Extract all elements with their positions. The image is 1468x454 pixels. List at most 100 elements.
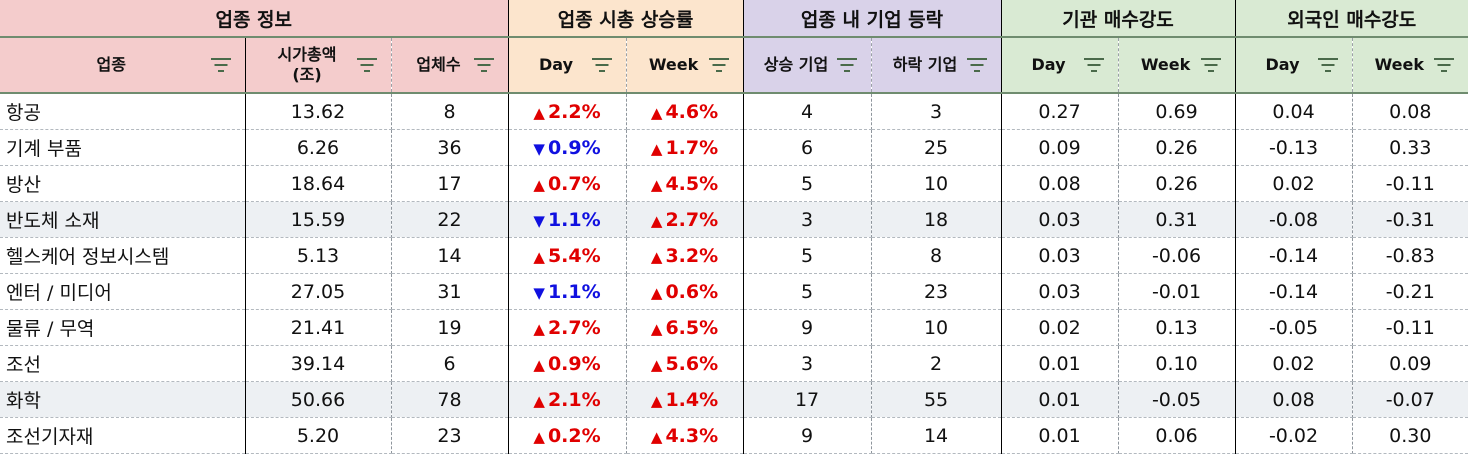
market-cap-cell: 39.14 xyxy=(245,345,392,382)
group-header-foreign: 외국인 매수강도 xyxy=(1235,0,1468,37)
column-header-count[interactable]: 업체수 xyxy=(391,36,509,94)
change-value: 1.4% xyxy=(665,388,719,411)
foreign-week-cell: -0.11 xyxy=(1352,165,1468,202)
down-companies-cell: 14 xyxy=(871,417,1002,454)
foreign-week-cell: -0.11 xyxy=(1352,309,1468,346)
filter-icon[interactable] xyxy=(1083,58,1104,72)
cap-week-change-cell: ▲ 4.5% xyxy=(626,165,744,202)
table-row[interactable]: 조선 39.14 6 ▲ 0.9% ▲ 5.6% 3 2 0.01 0.10 0.02 0.09 xyxy=(0,345,1468,382)
inst-day-cell: 0.01 xyxy=(1001,345,1119,382)
filter-icon[interactable] xyxy=(356,58,377,72)
table-row[interactable]: 기계 부품 6.26 36 ▼ 0.9% ▲ 1.7% 6 25 0.09 0.26 -0.13 0.3… xyxy=(0,129,1468,166)
filter-icon[interactable] xyxy=(1434,58,1455,72)
triangle-up-icon: ▲ xyxy=(650,283,663,302)
column-header-row: 업종 시가총액 (조) 업체수 Day Week 상승 기업 xyxy=(0,36,1468,94)
filter-icon[interactable] xyxy=(708,58,729,72)
change-value: 6.5% xyxy=(665,316,719,339)
foreign-day-cell: 0.02 xyxy=(1235,165,1353,202)
column-label: Day xyxy=(1265,55,1300,74)
inst-week-cell: -0.05 xyxy=(1118,381,1236,418)
change-value: 4.6% xyxy=(665,100,719,123)
triangle-up-icon: ▲ xyxy=(650,175,663,194)
company-count-cell: 17 xyxy=(391,165,509,202)
market-cap-cell: 5.20 xyxy=(245,417,392,454)
filter-icon[interactable] xyxy=(473,58,494,72)
inst-week-cell: 0.06 xyxy=(1118,417,1236,454)
column-header-foreign-day[interactable]: Day xyxy=(1235,36,1353,94)
column-label: Week xyxy=(1140,55,1191,74)
group-header-updown: 업종 내 기업 등락 xyxy=(743,0,1002,37)
foreign-week-cell: 0.30 xyxy=(1352,417,1468,454)
triangle-up-icon: ▲ xyxy=(650,103,663,122)
down-companies-cell: 2 xyxy=(871,345,1002,382)
column-header-down-companies[interactable]: 하락 기업 xyxy=(871,36,1002,94)
column-header-cap-week[interactable]: Week xyxy=(626,36,744,94)
filter-icon[interactable] xyxy=(966,58,987,72)
cap-day-change-cell: ▼ 1.1% xyxy=(508,201,627,238)
inst-day-cell: 0.03 xyxy=(1001,273,1119,310)
triangle-up-icon: ▲ xyxy=(533,247,545,266)
table-row[interactable]: 물류 / 무역 21.41 19 ▲ 2.7% ▲ 6.5% 9 10 0.02 0.13 -0.05… xyxy=(0,309,1468,346)
sector-name-cell: 방산 xyxy=(0,165,246,202)
foreign-day-cell: -0.14 xyxy=(1235,237,1353,274)
inst-day-cell: 0.08 xyxy=(1001,165,1119,202)
filter-icon[interactable] xyxy=(1317,58,1338,72)
down-companies-cell: 25 xyxy=(871,129,1002,166)
down-companies-cell: 55 xyxy=(871,381,1002,418)
inst-week-cell: 0.26 xyxy=(1118,129,1236,166)
group-header-cap-change: 업종 시총 상승률 xyxy=(508,0,744,37)
group-header-info: 업종 정보 xyxy=(0,0,509,37)
company-count-cell: 19 xyxy=(391,309,509,346)
column-header-foreign-week[interactable]: Week xyxy=(1352,36,1468,94)
column-header-cap-day[interactable]: Day xyxy=(508,36,627,94)
triangle-up-icon: ▲ xyxy=(533,103,545,122)
column-header-market-cap[interactable]: 시가총액 (조) xyxy=(245,36,392,94)
foreign-week-cell: -0.07 xyxy=(1352,381,1468,418)
column-header-up-companies[interactable]: 상승 기업 xyxy=(743,36,872,94)
group-header-row: 업종 정보 업종 시총 상승률 업종 내 기업 등락 기관 매수강도 외국인 매… xyxy=(0,0,1468,37)
down-companies-cell: 8 xyxy=(871,237,1002,274)
table-row[interactable]: 헬스케어 정보시스템 5.13 14 ▲ 5.4% ▲ 3.2% 5 8 0.03 -0.06 -0.… xyxy=(0,237,1468,274)
up-companies-cell: 9 xyxy=(743,309,872,346)
inst-day-cell: 0.27 xyxy=(1001,93,1119,130)
column-header-inst-week[interactable]: Week xyxy=(1118,36,1236,94)
table-row[interactable]: 항공 13.62 8 ▲ 2.2% ▲ 4.6% 4 3 0.27 0.69 0.04 0.08 xyxy=(0,93,1468,130)
foreign-day-cell: -0.08 xyxy=(1235,201,1353,238)
table-row[interactable]: 방산 18.64 17 ▲ 0.7% ▲ 4.5% 5 10 0.08 0.26 0.02 -0.11 xyxy=(0,165,1468,202)
change-value: 2.2% xyxy=(547,100,601,123)
market-cap-cell: 6.26 xyxy=(245,129,392,166)
triangle-up-icon: ▲ xyxy=(533,427,545,446)
column-label: Day xyxy=(539,55,574,74)
change-value: 2.7% xyxy=(665,208,719,231)
inst-week-cell: -0.01 xyxy=(1118,273,1236,310)
company-count-cell: 78 xyxy=(391,381,509,418)
table-row[interactable]: 조선기자재 5.20 23 ▲ 0.2% ▲ 4.3% 9 14 0.01 0.06 -0.02 0.3… xyxy=(0,417,1468,454)
sector-name-cell: 화학 xyxy=(0,381,246,418)
table-body: 항공 13.62 8 ▲ 2.2% ▲ 4.6% 4 3 0.27 0.69 0.04 0.08 기계 부… xyxy=(0,93,1468,454)
cap-week-change-cell: ▲ 6.5% xyxy=(626,309,744,346)
column-label: 업종 xyxy=(96,55,126,74)
company-count-cell: 6 xyxy=(391,345,509,382)
filter-icon[interactable] xyxy=(1200,58,1221,72)
inst-week-cell: 0.26 xyxy=(1118,165,1236,202)
cap-week-change-cell: ▲ 1.7% xyxy=(626,129,744,166)
foreign-week-cell: -0.31 xyxy=(1352,201,1468,238)
filter-icon[interactable] xyxy=(591,58,612,72)
cap-week-change-cell: ▲ 4.6% xyxy=(626,93,744,130)
up-companies-cell: 5 xyxy=(743,273,872,310)
cap-day-change-cell: ▲ 2.1% xyxy=(508,381,627,418)
filter-icon[interactable] xyxy=(210,58,231,72)
up-companies-cell: 3 xyxy=(743,345,872,382)
table-row[interactable]: 반도체 소재 15.59 22 ▼ 1.1% ▲ 2.7% 3 18 0.03 0.31 -0.08-… xyxy=(0,201,1468,238)
down-companies-cell: 3 xyxy=(871,93,1002,130)
table-row[interactable]: 엔터 / 미디어 27.05 31 ▼ 1.1% ▲ 0.6% 5 23 0.03 -0.01 -0.… xyxy=(0,273,1468,310)
down-companies-cell: 23 xyxy=(871,273,1002,310)
triangle-down-icon: ▼ xyxy=(533,139,545,158)
table-row[interactable]: 화학 50.66 78 ▲ 2.1% ▲ 1.4% 17 55 0.01 -0.05 0.08 -0.0… xyxy=(0,381,1468,418)
column-header-sector[interactable]: 업종 xyxy=(0,36,246,94)
column-header-inst-day[interactable]: Day xyxy=(1001,36,1119,94)
foreign-week-cell: 0.33 xyxy=(1352,129,1468,166)
foreign-week-cell: -0.83 xyxy=(1352,237,1468,274)
inst-day-cell: 0.09 xyxy=(1001,129,1119,166)
filter-icon[interactable] xyxy=(836,58,857,72)
